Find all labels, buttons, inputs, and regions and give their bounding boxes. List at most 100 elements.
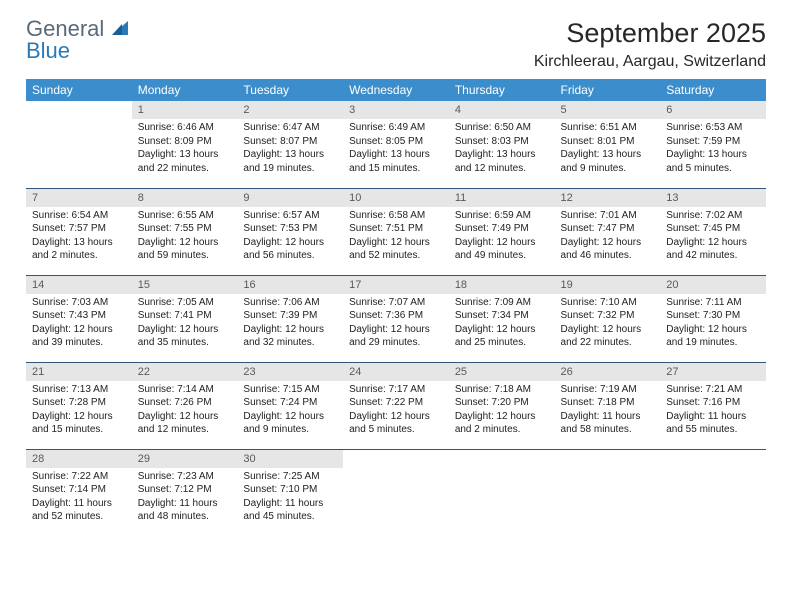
day-number: 20 bbox=[660, 276, 766, 294]
daylight-text: Daylight: 12 hours and 52 minutes. bbox=[349, 236, 443, 263]
day-number: 18 bbox=[449, 276, 555, 294]
calendar-header-row: Sunday Monday Tuesday Wednesday Thursday… bbox=[26, 79, 766, 101]
sunset-text: Sunset: 7:24 PM bbox=[243, 396, 337, 410]
calendar-week-row: 14Sunrise: 7:03 AMSunset: 7:43 PMDayligh… bbox=[26, 275, 766, 362]
day-number: 30 bbox=[237, 450, 343, 468]
sunset-text: Sunset: 8:01 PM bbox=[561, 135, 655, 149]
day-body: Sunrise: 6:51 AMSunset: 8:01 PMDaylight:… bbox=[555, 119, 661, 179]
calendar-day-cell: 11Sunrise: 6:59 AMSunset: 7:49 PMDayligh… bbox=[449, 188, 555, 275]
day-body: Sunrise: 7:13 AMSunset: 7:28 PMDaylight:… bbox=[26, 381, 132, 441]
day-body: Sunrise: 7:23 AMSunset: 7:12 PMDaylight:… bbox=[132, 468, 238, 528]
sunset-text: Sunset: 7:49 PM bbox=[455, 222, 549, 236]
day-body: Sunrise: 6:53 AMSunset: 7:59 PMDaylight:… bbox=[660, 119, 766, 179]
calendar-day-cell bbox=[343, 449, 449, 536]
day-number: 9 bbox=[237, 189, 343, 207]
sunset-text: Sunset: 7:20 PM bbox=[455, 396, 549, 410]
day-number: 15 bbox=[132, 276, 238, 294]
daylight-text: Daylight: 13 hours and 15 minutes. bbox=[349, 148, 443, 175]
sunset-text: Sunset: 7:45 PM bbox=[666, 222, 760, 236]
sunset-text: Sunset: 7:43 PM bbox=[32, 309, 126, 323]
sunrise-text: Sunrise: 7:19 AM bbox=[561, 383, 655, 397]
calendar-day-cell bbox=[449, 449, 555, 536]
day-number: 21 bbox=[26, 363, 132, 381]
sunrise-text: Sunrise: 7:13 AM bbox=[32, 383, 126, 397]
sunrise-text: Sunrise: 6:57 AM bbox=[243, 209, 337, 223]
sunset-text: Sunset: 7:26 PM bbox=[138, 396, 232, 410]
day-number: 27 bbox=[660, 363, 766, 381]
sunrise-text: Sunrise: 7:15 AM bbox=[243, 383, 337, 397]
sunrise-text: Sunrise: 7:14 AM bbox=[138, 383, 232, 397]
calendar-day-cell: 22Sunrise: 7:14 AMSunset: 7:26 PMDayligh… bbox=[132, 362, 238, 449]
sunset-text: Sunset: 7:36 PM bbox=[349, 309, 443, 323]
daylight-text: Daylight: 13 hours and 5 minutes. bbox=[666, 148, 760, 175]
daylight-text: Daylight: 13 hours and 2 minutes. bbox=[32, 236, 126, 263]
weekday-header: Saturday bbox=[660, 79, 766, 101]
sunset-text: Sunset: 8:03 PM bbox=[455, 135, 549, 149]
calendar-body: 1Sunrise: 6:46 AMSunset: 8:09 PMDaylight… bbox=[26, 101, 766, 536]
day-body: Sunrise: 6:54 AMSunset: 7:57 PMDaylight:… bbox=[26, 207, 132, 267]
daylight-text: Daylight: 12 hours and 32 minutes. bbox=[243, 323, 337, 350]
calendar-page: General Blue September 2025 Kirchleerau,… bbox=[0, 0, 792, 546]
calendar-day-cell: 12Sunrise: 7:01 AMSunset: 7:47 PMDayligh… bbox=[555, 188, 661, 275]
calendar-table: Sunday Monday Tuesday Wednesday Thursday… bbox=[26, 79, 766, 536]
calendar-day-cell: 18Sunrise: 7:09 AMSunset: 7:34 PMDayligh… bbox=[449, 275, 555, 362]
daylight-text: Daylight: 13 hours and 12 minutes. bbox=[455, 148, 549, 175]
sunrise-text: Sunrise: 6:46 AM bbox=[138, 121, 232, 135]
day-number: 1 bbox=[132, 101, 238, 119]
daylight-text: Daylight: 12 hours and 25 minutes. bbox=[455, 323, 549, 350]
calendar-day-cell: 7Sunrise: 6:54 AMSunset: 7:57 PMDaylight… bbox=[26, 188, 132, 275]
calendar-week-row: 7Sunrise: 6:54 AMSunset: 7:57 PMDaylight… bbox=[26, 188, 766, 275]
daylight-text: Daylight: 11 hours and 52 minutes. bbox=[32, 497, 126, 524]
daylight-text: Daylight: 12 hours and 2 minutes. bbox=[455, 410, 549, 437]
sunrise-text: Sunrise: 7:18 AM bbox=[455, 383, 549, 397]
sunrise-text: Sunrise: 6:54 AM bbox=[32, 209, 126, 223]
sunset-text: Sunset: 8:09 PM bbox=[138, 135, 232, 149]
location: Kirchleerau, Aargau, Switzerland bbox=[534, 53, 766, 71]
calendar-day-cell: 10Sunrise: 6:58 AMSunset: 7:51 PMDayligh… bbox=[343, 188, 449, 275]
sunset-text: Sunset: 7:22 PM bbox=[349, 396, 443, 410]
day-body: Sunrise: 7:19 AMSunset: 7:18 PMDaylight:… bbox=[555, 381, 661, 441]
logo-text: General Blue bbox=[26, 18, 132, 62]
sunset-text: Sunset: 7:57 PM bbox=[32, 222, 126, 236]
calendar-day-cell: 1Sunrise: 6:46 AMSunset: 8:09 PMDaylight… bbox=[132, 101, 238, 188]
sunset-text: Sunset: 7:28 PM bbox=[32, 396, 126, 410]
page-header: General Blue September 2025 Kirchleerau,… bbox=[26, 18, 766, 71]
sunset-text: Sunset: 7:30 PM bbox=[666, 309, 760, 323]
calendar-day-cell: 13Sunrise: 7:02 AMSunset: 7:45 PMDayligh… bbox=[660, 188, 766, 275]
day-body: Sunrise: 7:17 AMSunset: 7:22 PMDaylight:… bbox=[343, 381, 449, 441]
day-number: 12 bbox=[555, 189, 661, 207]
sunset-text: Sunset: 7:55 PM bbox=[138, 222, 232, 236]
day-body: Sunrise: 7:02 AMSunset: 7:45 PMDaylight:… bbox=[660, 207, 766, 267]
calendar-day-cell: 24Sunrise: 7:17 AMSunset: 7:22 PMDayligh… bbox=[343, 362, 449, 449]
sunrise-text: Sunrise: 7:23 AM bbox=[138, 470, 232, 484]
day-number: 28 bbox=[26, 450, 132, 468]
daylight-text: Daylight: 11 hours and 45 minutes. bbox=[243, 497, 337, 524]
day-body: Sunrise: 6:47 AMSunset: 8:07 PMDaylight:… bbox=[237, 119, 343, 179]
logo-word2: Blue bbox=[26, 38, 70, 63]
sunset-text: Sunset: 7:39 PM bbox=[243, 309, 337, 323]
sunset-text: Sunset: 8:07 PM bbox=[243, 135, 337, 149]
sunrise-text: Sunrise: 6:58 AM bbox=[349, 209, 443, 223]
sunset-text: Sunset: 7:32 PM bbox=[561, 309, 655, 323]
sunset-text: Sunset: 7:10 PM bbox=[243, 483, 337, 497]
logo-sail-icon bbox=[112, 18, 132, 40]
daylight-text: Daylight: 12 hours and 49 minutes. bbox=[455, 236, 549, 263]
daylight-text: Daylight: 12 hours and 5 minutes. bbox=[349, 410, 443, 437]
sunrise-text: Sunrise: 7:22 AM bbox=[32, 470, 126, 484]
weekday-header: Thursday bbox=[449, 79, 555, 101]
calendar-day-cell: 3Sunrise: 6:49 AMSunset: 8:05 PMDaylight… bbox=[343, 101, 449, 188]
day-body: Sunrise: 7:11 AMSunset: 7:30 PMDaylight:… bbox=[660, 294, 766, 354]
day-number: 24 bbox=[343, 363, 449, 381]
day-body: Sunrise: 6:46 AMSunset: 8:09 PMDaylight:… bbox=[132, 119, 238, 179]
day-number: 29 bbox=[132, 450, 238, 468]
sunrise-text: Sunrise: 7:17 AM bbox=[349, 383, 443, 397]
day-number: 17 bbox=[343, 276, 449, 294]
calendar-day-cell: 20Sunrise: 7:11 AMSunset: 7:30 PMDayligh… bbox=[660, 275, 766, 362]
sunset-text: Sunset: 7:53 PM bbox=[243, 222, 337, 236]
sunset-text: Sunset: 7:14 PM bbox=[32, 483, 126, 497]
calendar-day-cell: 2Sunrise: 6:47 AMSunset: 8:07 PMDaylight… bbox=[237, 101, 343, 188]
sunrise-text: Sunrise: 7:09 AM bbox=[455, 296, 549, 310]
day-number: 5 bbox=[555, 101, 661, 119]
calendar-day-cell: 28 Sunrise: 7:22 AMSunset: 7:14 PMDayligh… bbox=[26, 449, 132, 536]
day-body: Sunrise: 7:07 AMSunset: 7:36 PMDaylight:… bbox=[343, 294, 449, 354]
